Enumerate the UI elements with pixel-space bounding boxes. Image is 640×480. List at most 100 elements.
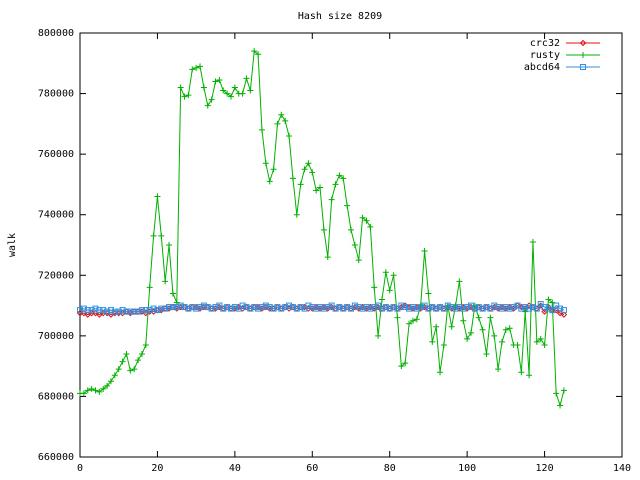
data-point — [262, 160, 269, 167]
data-point — [560, 311, 568, 318]
data-point — [433, 305, 440, 312]
data-point — [135, 308, 142, 315]
data-point — [96, 388, 103, 395]
data-point — [460, 305, 467, 312]
data-point — [491, 302, 498, 309]
data-point — [212, 304, 219, 311]
y-tick-label: 660000 — [38, 452, 74, 463]
data-point — [340, 175, 347, 182]
data-point — [464, 335, 471, 342]
data-point — [247, 87, 254, 94]
data-point — [483, 351, 490, 358]
data-point — [425, 305, 432, 312]
data-point — [274, 120, 281, 127]
data-point — [545, 296, 552, 303]
data-point — [138, 351, 145, 358]
data-point — [158, 305, 165, 312]
data-point — [247, 305, 254, 312]
data-point — [348, 305, 354, 312]
data-point — [328, 196, 335, 203]
data-point — [251, 48, 258, 55]
data-point — [429, 304, 436, 311]
data-point — [518, 369, 525, 376]
x-tick-label: 80 — [384, 463, 396, 474]
data-point — [533, 305, 540, 312]
data-point — [371, 284, 378, 291]
data-point — [258, 304, 265, 311]
data-point — [220, 305, 227, 312]
data-point — [359, 305, 366, 312]
data-point — [529, 304, 536, 311]
data-point — [363, 304, 370, 311]
data-point — [158, 232, 165, 239]
data-point — [239, 90, 246, 97]
data-point — [181, 93, 188, 100]
data-point — [510, 304, 517, 311]
data-point — [111, 308, 118, 315]
data-point — [177, 302, 184, 309]
data-point — [425, 290, 432, 297]
data-point — [514, 302, 521, 309]
data-point — [150, 305, 157, 312]
data-point — [522, 304, 529, 311]
plot-border — [79, 32, 623, 458]
x-tick-label: 120 — [536, 463, 554, 474]
data-point — [119, 358, 126, 365]
y-tick-label: 760000 — [38, 149, 74, 160]
data-point — [560, 387, 567, 394]
data-point — [193, 305, 200, 312]
data-point — [514, 341, 521, 348]
data-point — [320, 305, 327, 312]
y-tick-label: 740000 — [38, 210, 74, 221]
series-line — [79, 303, 565, 313]
data-point — [146, 284, 153, 291]
data-point — [390, 304, 397, 311]
data-point — [483, 304, 490, 311]
data-point — [344, 304, 351, 311]
data-point — [317, 184, 324, 191]
data-point — [227, 93, 234, 100]
data-point — [270, 166, 277, 173]
data-point — [212, 78, 219, 85]
data-point — [545, 305, 552, 312]
data-point — [162, 305, 169, 312]
data-point — [104, 308, 111, 315]
data-point — [301, 305, 308, 312]
data-point — [80, 390, 87, 397]
data-point — [406, 305, 413, 312]
data-point — [224, 304, 231, 311]
data-point — [197, 63, 204, 70]
data-point — [100, 307, 107, 314]
data-point — [204, 102, 211, 109]
data-point — [378, 305, 385, 312]
data-point — [332, 181, 339, 188]
data-point — [549, 299, 556, 306]
data-point — [336, 172, 343, 179]
data-point — [375, 332, 382, 339]
data-point — [258, 126, 265, 133]
data-point — [491, 332, 498, 339]
data-point — [115, 308, 122, 315]
data-point — [487, 305, 494, 312]
data-point — [274, 304, 281, 311]
data-point — [537, 335, 544, 342]
data-point — [88, 307, 95, 314]
data-point — [394, 314, 401, 321]
data-point — [251, 304, 258, 311]
data-point — [293, 305, 300, 312]
data-point — [131, 366, 138, 373]
legend-marker — [580, 64, 586, 70]
data-point — [96, 307, 103, 314]
data-point — [138, 307, 145, 314]
data-point — [111, 372, 118, 379]
data-point — [375, 302, 382, 309]
data-point — [557, 305, 564, 312]
data-point — [351, 302, 358, 309]
data-point — [197, 304, 204, 311]
y-tick-label: 720000 — [38, 270, 74, 281]
data-point — [216, 302, 223, 309]
data-point — [367, 305, 374, 312]
data-point — [382, 269, 389, 276]
data-point — [518, 305, 525, 312]
